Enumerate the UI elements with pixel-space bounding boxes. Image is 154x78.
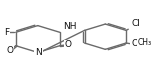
Text: NH: NH — [63, 22, 77, 31]
Text: O: O — [131, 39, 138, 48]
Text: Cl: Cl — [131, 19, 140, 28]
Text: CH₃: CH₃ — [138, 38, 152, 47]
Text: O: O — [7, 46, 14, 55]
Text: N: N — [35, 48, 42, 57]
Text: F: F — [4, 28, 9, 37]
Text: O: O — [65, 40, 72, 49]
